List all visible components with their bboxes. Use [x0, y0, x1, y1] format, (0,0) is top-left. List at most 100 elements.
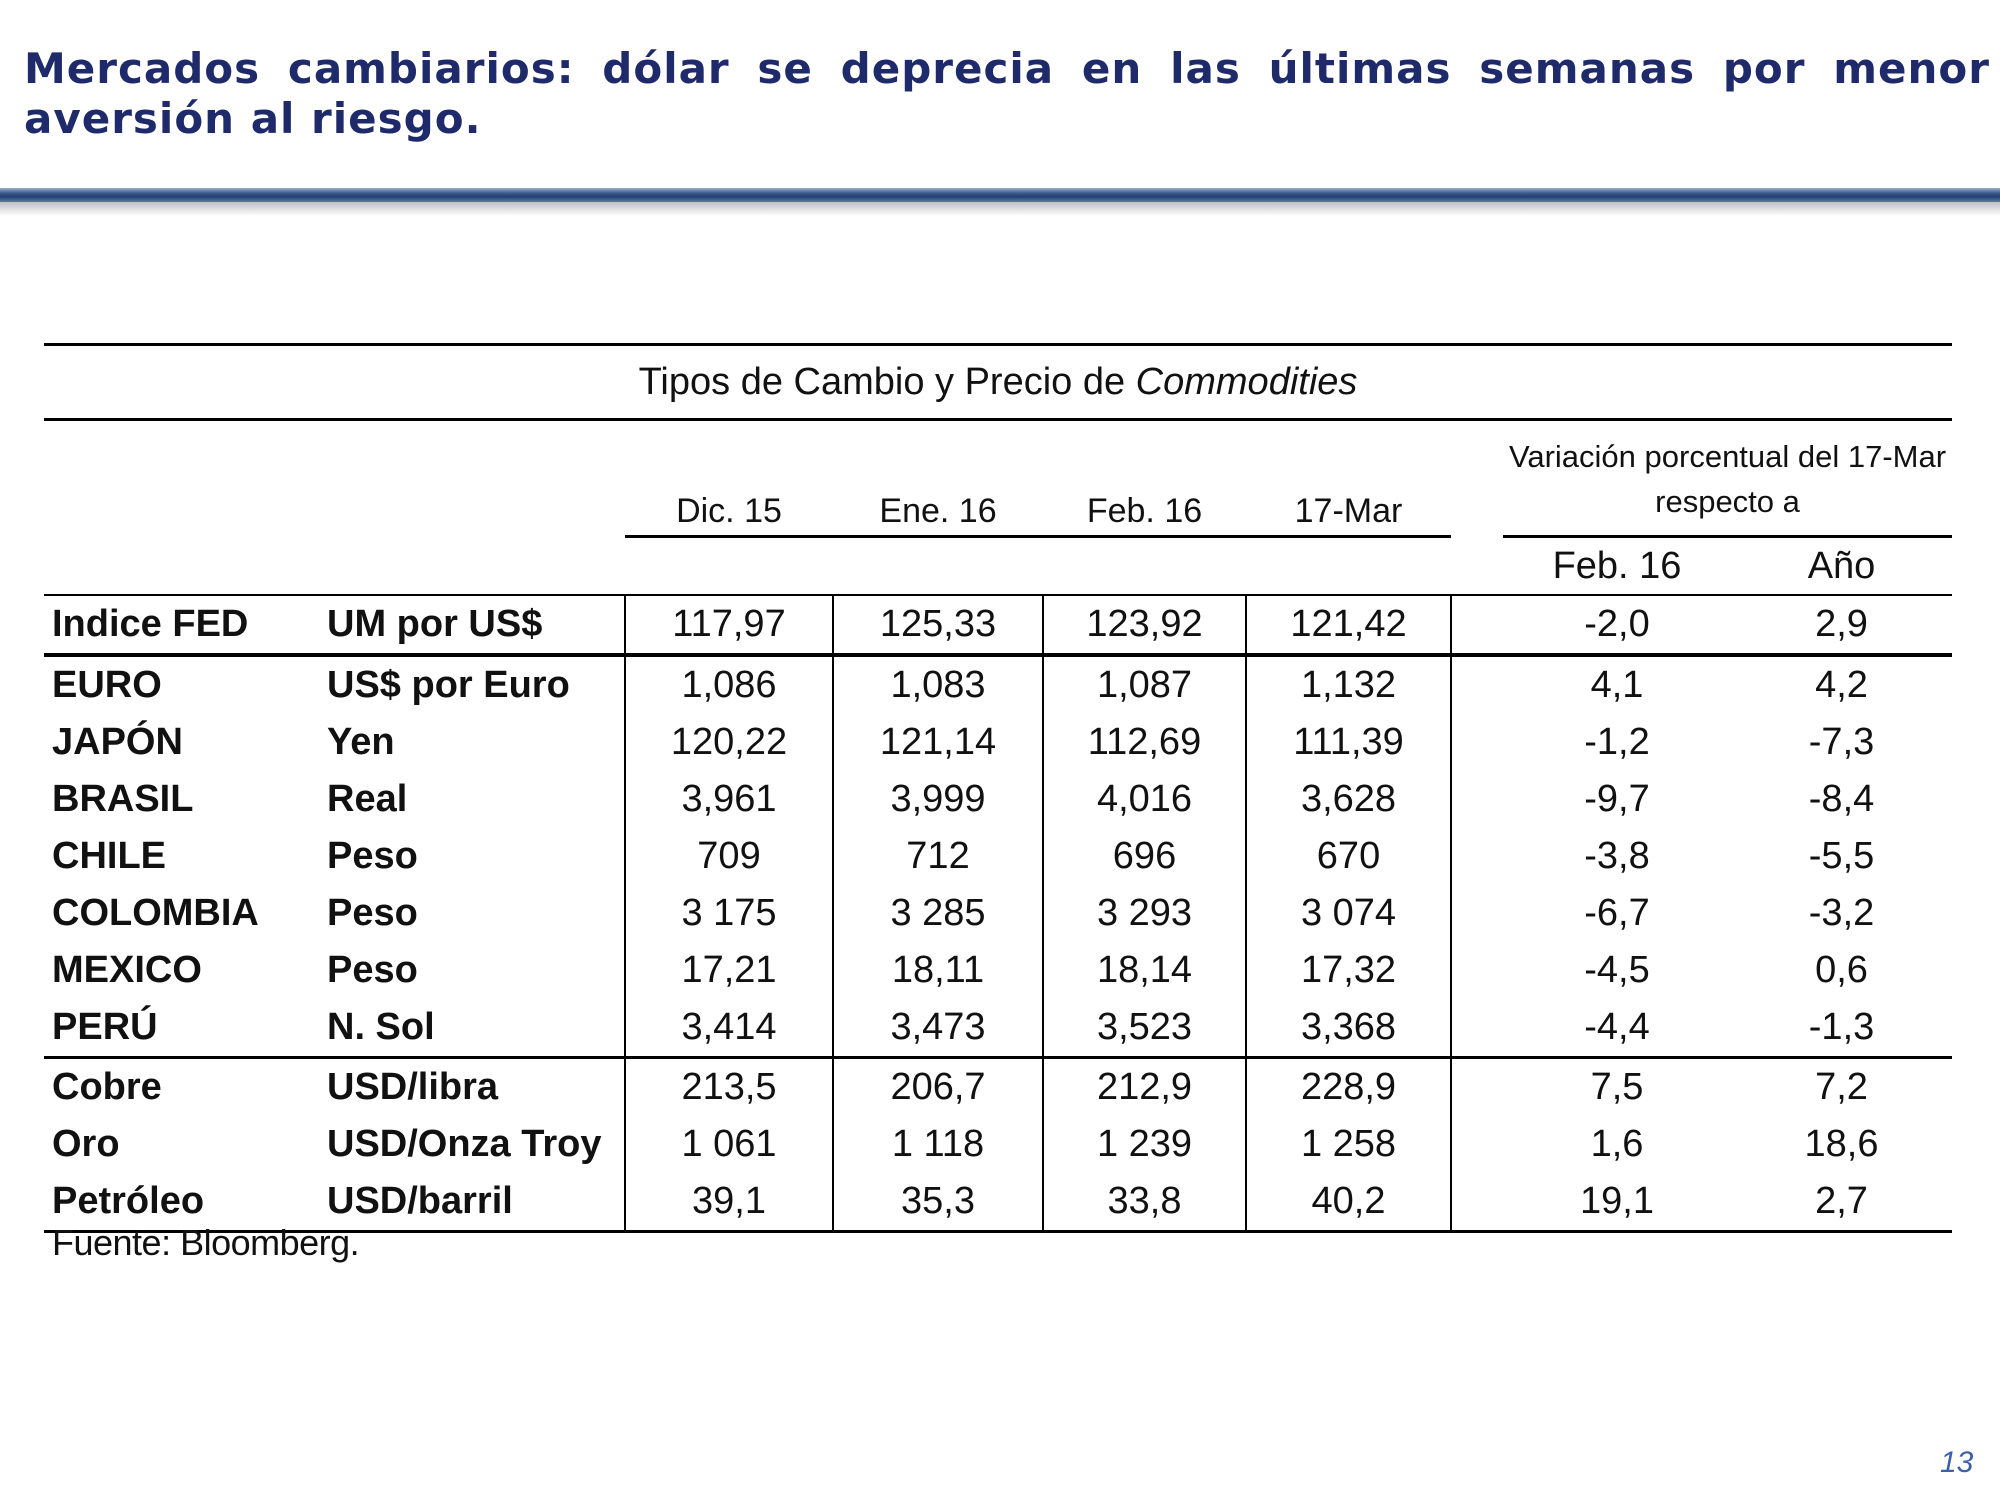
column-spacer [1450, 999, 1503, 1058]
row-value: 3,961 [624, 771, 833, 828]
row-unit: Real [327, 778, 408, 820]
variation-header: Variación porcentual del 17-Mar respecto… [1503, 419, 1953, 538]
row-value: 1 239 [1042, 1116, 1246, 1173]
table-row: MEXICO Peso 17,21 18,11 18,14 17,32 -4,5 0,6 [44, 942, 1952, 999]
row-value: 39,1 [624, 1173, 833, 1233]
row-variation-year: 4,2 [1731, 653, 1953, 714]
row-variation-feb16: -4,4 [1584, 1006, 1650, 1048]
row-value: 125,33 [832, 594, 1043, 655]
row-value: 696 [1042, 828, 1246, 885]
row-variation-year: -3,2 [1808, 892, 1875, 934]
table-caption-italic: Commodities [1135, 360, 1358, 403]
row-variation-year: 2,7 [1731, 1173, 1953, 1233]
table-row: PERÚ N. Sol 3,414 3,473 3,523 3,368 -4,4 -1,3 [44, 999, 1952, 1058]
column-spacer [1450, 771, 1503, 828]
row-value: 670 [1245, 828, 1451, 885]
table-row: COLOMBIA Peso 3 175 3 285 3 293 3 074 -6,7 -3,2 [44, 885, 1952, 942]
row-variation-feb16: -4,5 [1584, 949, 1650, 991]
row-value: 212,9 [1042, 1056, 1246, 1116]
row-value: 1,087 [1042, 653, 1246, 714]
title-divider-shadow [0, 202, 2000, 216]
row-name: EURO [44, 653, 319, 714]
row-value: 35,3 [832, 1173, 1043, 1233]
row-variation-feb16: -9,7 [1584, 778, 1650, 820]
row-unit: UM por US$ [319, 594, 625, 655]
row-value: 4,016 [1042, 771, 1246, 828]
row-value: 3,368 [1245, 999, 1451, 1058]
row-value: 3,999 [832, 771, 1043, 828]
row-name: BRASIL [52, 778, 194, 820]
row-value: 112,69 [1042, 714, 1246, 771]
row-value: 1,083 [832, 653, 1043, 714]
row-unit: US$ por Euro [319, 653, 625, 714]
row-value: 18,14 [1042, 942, 1246, 999]
row-value: 3,628 [1245, 771, 1451, 828]
row-unit: Peso [327, 835, 418, 877]
page-number: 13 [1940, 1446, 1974, 1479]
row-variation-year: -5,5 [1808, 835, 1875, 877]
exchange-rate-table-container: Tipos de Cambio y Precio de Commodities … [44, 343, 1953, 1233]
row-value: 1,132 [1245, 653, 1451, 714]
row-value: 123,92 [1042, 594, 1246, 655]
row-value: 40,2 [1245, 1173, 1451, 1233]
row-value: 1,086 [624, 653, 833, 714]
row-value: 3 293 [1042, 885, 1246, 942]
table-caption-text: Tipos de Cambio y Precio de [638, 360, 1136, 403]
row-variation-feb16: -6,7 [1584, 892, 1650, 934]
table-row: Indice FED UM por US$ 117,97 125,33 123,92 12… [44, 594, 1953, 655]
row-variation-feb16: -1,2 [1584, 721, 1650, 763]
table-row: BRASIL Real 3,961 3,999 4,016 3,628 -9,7 -8,4 [44, 771, 1952, 828]
variation-column-header-year: Año [1807, 544, 1876, 587]
row-value: 712 [832, 828, 1043, 885]
row-value: 1 258 [1245, 1116, 1451, 1173]
row-value: 121,14 [832, 714, 1043, 771]
column-spacer [1450, 1056, 1503, 1116]
column-header-17mar: 17-Mar [1246, 419, 1451, 538]
row-unit: Peso [327, 949, 418, 991]
row-value: 121,42 [1245, 594, 1451, 655]
row-name: Petróleo [44, 1173, 319, 1233]
column-spacer [1450, 1173, 1503, 1233]
slide-title: Mercados cambiarios: dólar se deprecia e… [24, 44, 1990, 143]
row-unit: N. Sol [327, 1006, 435, 1048]
row-value: 1 118 [832, 1116, 1043, 1173]
row-variation-year: 7,2 [1731, 1056, 1953, 1116]
row-value: 228,9 [1245, 1056, 1451, 1116]
row-variation-feb16: 1,6 [1590, 1123, 1644, 1165]
column-spacer [1450, 594, 1503, 655]
variation-column-header-feb16: Feb. 16 [1552, 544, 1682, 587]
row-value: 3 175 [624, 885, 833, 942]
column-header-ene16: Ene. 16 [833, 419, 1043, 538]
row-name: COLOMBIA [52, 892, 259, 934]
exchange-rate-table: Tipos de Cambio y Precio de Commodities … [44, 343, 1953, 1233]
column-spacer [1450, 714, 1503, 771]
table-row: JAPÓN Yen 120,22 121,14 112,69 111,39 -1,2 -7,3 [44, 714, 1952, 771]
table-row: EURO US$ por Euro 1,086 1,083 1,087 1,132 4,1 4… [44, 653, 1953, 714]
title-divider-bar [0, 188, 2000, 202]
column-spacer [1450, 1116, 1503, 1173]
table-row: Oro USD/Onza Troy 1 061 1 118 1 239 1 258 1,6 1… [44, 1116, 1952, 1173]
row-value: 3 074 [1245, 885, 1451, 942]
table-row: Cobre USD/libra 213,5 206,7 212,9 228,9 7,5 7,2 [44, 1056, 1953, 1116]
row-variation-feb16: 4,1 [1503, 653, 1731, 714]
column-header-feb16: Feb. 16 [1043, 419, 1246, 538]
row-value: 17,21 [624, 942, 833, 999]
row-value: 3,523 [1042, 999, 1246, 1058]
row-value: 3,414 [624, 999, 833, 1058]
row-name: JAPÓN [52, 721, 183, 763]
column-spacer [1450, 942, 1503, 999]
row-value: 18,11 [832, 942, 1043, 999]
row-value: 3,473 [832, 999, 1043, 1058]
row-variation-year: 18,6 [1804, 1123, 1879, 1165]
row-value: 1 061 [624, 1116, 833, 1173]
column-spacer [1450, 828, 1503, 885]
row-name: PERÚ [52, 1006, 158, 1048]
row-unit: USD/libra [319, 1056, 625, 1116]
row-variation-year: -7,3 [1808, 721, 1875, 763]
row-value: 117,97 [624, 594, 833, 655]
row-name: CHILE [52, 835, 166, 877]
row-unit: Yen [327, 721, 395, 763]
row-value: 709 [624, 828, 833, 885]
row-variation-year: -8,4 [1808, 778, 1875, 820]
row-name: Indice FED [44, 594, 319, 655]
